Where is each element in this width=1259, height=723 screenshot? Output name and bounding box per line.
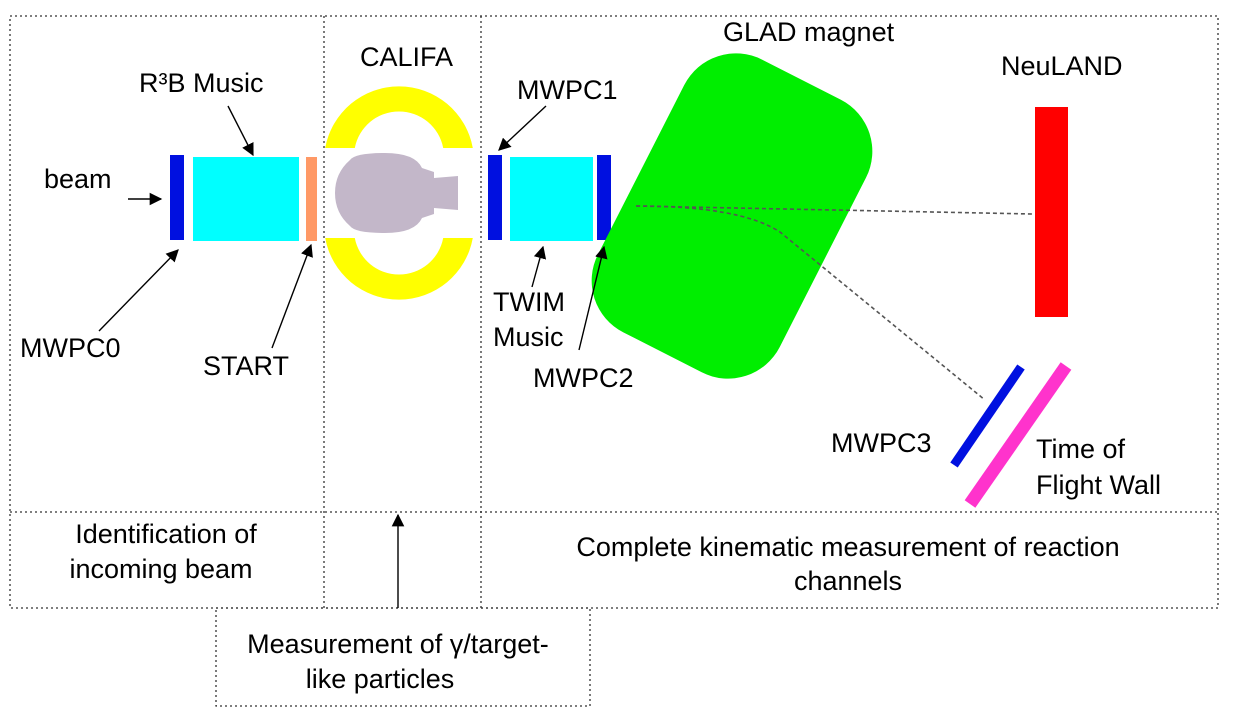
gamma-text-line1: Measurement of γ/target-: [247, 629, 549, 659]
mwpc0-detector: [170, 155, 184, 240]
mwpc1-label: MWPC1: [517, 75, 618, 105]
twim-label-line1: TWIM: [493, 287, 565, 317]
twim-label-line2: Music: [493, 322, 564, 352]
identification-text-line2: incoming beam: [69, 554, 252, 584]
glad-label: GLAD magnet: [723, 17, 895, 47]
mwpc3-label: MWPC3: [831, 428, 932, 458]
mwpc1-pointer: [499, 106, 546, 150]
califa-label: CALIFA: [360, 42, 453, 72]
start-detector: [306, 157, 317, 241]
neuland-detector: [1035, 107, 1068, 317]
glad-magnet: [572, 33, 893, 398]
kinematic-text-line1: Complete kinematic measurement of reacti…: [576, 532, 1119, 562]
r3b-music-pointer: [228, 106, 253, 155]
kinematic-text-line2: channels: [794, 566, 902, 596]
target-chamber: [335, 153, 458, 233]
twim-music-detector: [510, 157, 593, 241]
mwpc1-detector: [488, 155, 502, 240]
neuland-label: NeuLAND: [1001, 51, 1123, 81]
start-label: START: [203, 351, 289, 381]
tof-label-line2: Flight Wall: [1036, 470, 1161, 500]
r3b-music-label: R³B Music: [139, 68, 264, 98]
mwpc2-label: MWPC2: [533, 363, 634, 393]
tof-label-line1: Time of: [1036, 434, 1126, 464]
mwpc0-label: MWPC0: [20, 333, 121, 363]
twim-pointer: [532, 247, 543, 287]
mwpc2-detector: [597, 155, 611, 240]
califa-lower-arc: [325, 238, 473, 300]
califa-upper-arc: [325, 86, 473, 148]
r3b-music-detector: [193, 157, 299, 241]
mwpc0-pointer: [99, 250, 178, 331]
identification-text-line1: Identification of: [75, 519, 257, 549]
start-pointer: [272, 245, 311, 348]
gamma-text-line2: like particles: [306, 664, 455, 694]
beam-label: beam: [44, 164, 112, 194]
